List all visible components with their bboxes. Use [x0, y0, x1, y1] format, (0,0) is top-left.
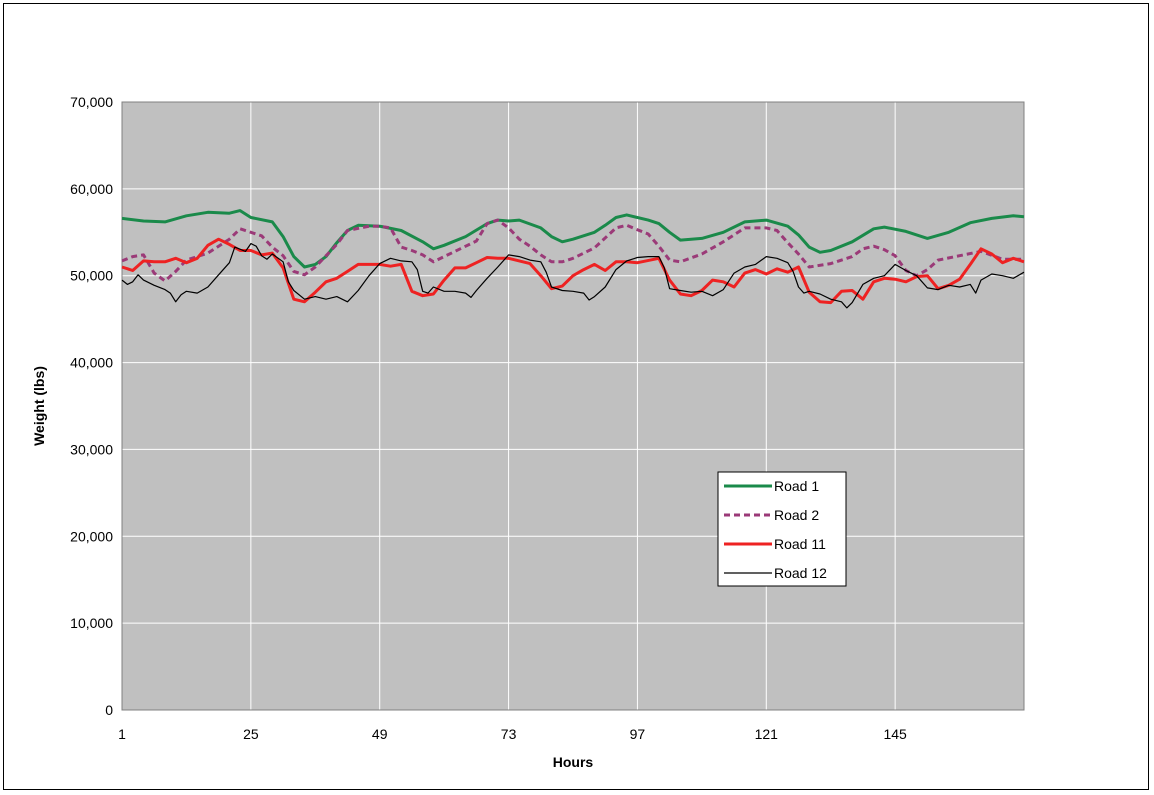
x-axis-ticks: 1 25 49 73 97 121 145	[118, 726, 907, 742]
series-line-road-1	[121, 209, 1025, 269]
series-line-road-12	[121, 243, 1025, 309]
series-line-road-11	[121, 237, 1025, 305]
x-tick-label: 121	[755, 726, 779, 742]
series-line-road-2	[121, 218, 1024, 283]
x-tick-label: 1	[118, 726, 126, 742]
y-tick-label: 60,000	[70, 181, 113, 197]
y-tick-label: 40,000	[70, 355, 113, 371]
plot-border	[121, 101, 1025, 711]
plot-area	[122, 102, 1024, 710]
legend-label: Road 2	[774, 507, 819, 523]
y-tick-label: 10,000	[70, 615, 113, 631]
x-tick-label: 49	[372, 726, 388, 742]
x-tick-label: 25	[243, 726, 259, 742]
legend-label: Road 12	[774, 565, 827, 581]
y-tick-label: 20,000	[70, 528, 113, 544]
x-axis-title: Hours	[553, 754, 594, 770]
x-tick-label: 145	[883, 726, 907, 742]
y-tick-label: 0	[105, 702, 113, 718]
y-axis-ticks: 0 10,000 20,000 30,000 40,000 50,000 60,000 70,…	[70, 94, 113, 718]
y-tick-label: 50,000	[70, 268, 113, 284]
legend-label: Road 1	[774, 478, 819, 494]
legend-label: Road 11	[774, 536, 826, 552]
y-tick-label: 30,000	[70, 441, 113, 457]
y-axis-title: Weight (lbs)	[31, 366, 47, 446]
y-tick-label: 70,000	[70, 94, 113, 110]
x-tick-label: 97	[630, 726, 646, 742]
series-lines	[121, 209, 1025, 309]
x-tick-label: 73	[501, 726, 517, 742]
legend: Road 1 Road 2 Road 11 Road 12	[717, 471, 847, 587]
legend-box	[717, 471, 847, 587]
